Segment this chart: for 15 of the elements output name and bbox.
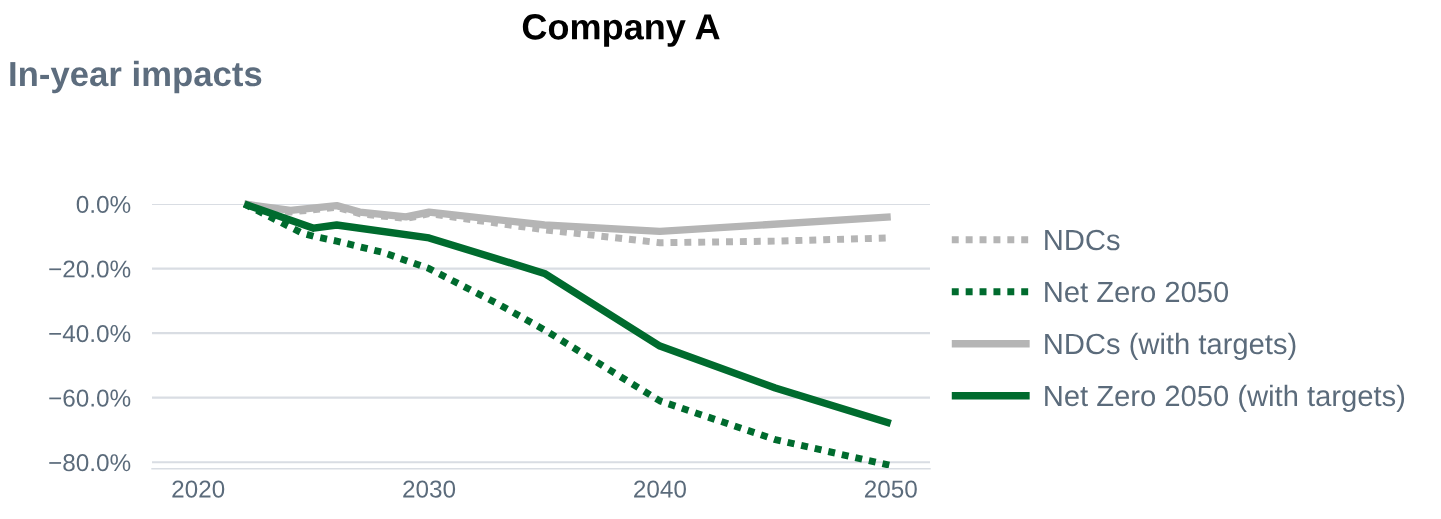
y-tick-label: −20.0% xyxy=(49,260,131,278)
legend-label: Net Zero 2050 (with targets) xyxy=(1045,384,1405,413)
x-tick-label: 2030 xyxy=(403,480,456,498)
x-tick-label: 2020 xyxy=(172,480,225,498)
y-tick-label: −80.0% xyxy=(49,454,131,472)
y-tick-label: 0.0% xyxy=(76,195,131,214)
chart-title: Company A xyxy=(522,14,720,47)
chart-subtitle: In-year impacts xyxy=(10,60,262,94)
x-tick-label: 2040 xyxy=(634,480,686,498)
y-tick-label: −60.0% xyxy=(49,389,131,407)
y-tick-label: −40.0% xyxy=(49,324,131,343)
legend-label: NDCs xyxy=(1045,229,1120,251)
legend-label: NDCs (with targets) xyxy=(1045,332,1296,361)
legend-label: Net Zero 2050 xyxy=(1045,281,1229,303)
x-tick-label: 2050 xyxy=(864,480,917,498)
